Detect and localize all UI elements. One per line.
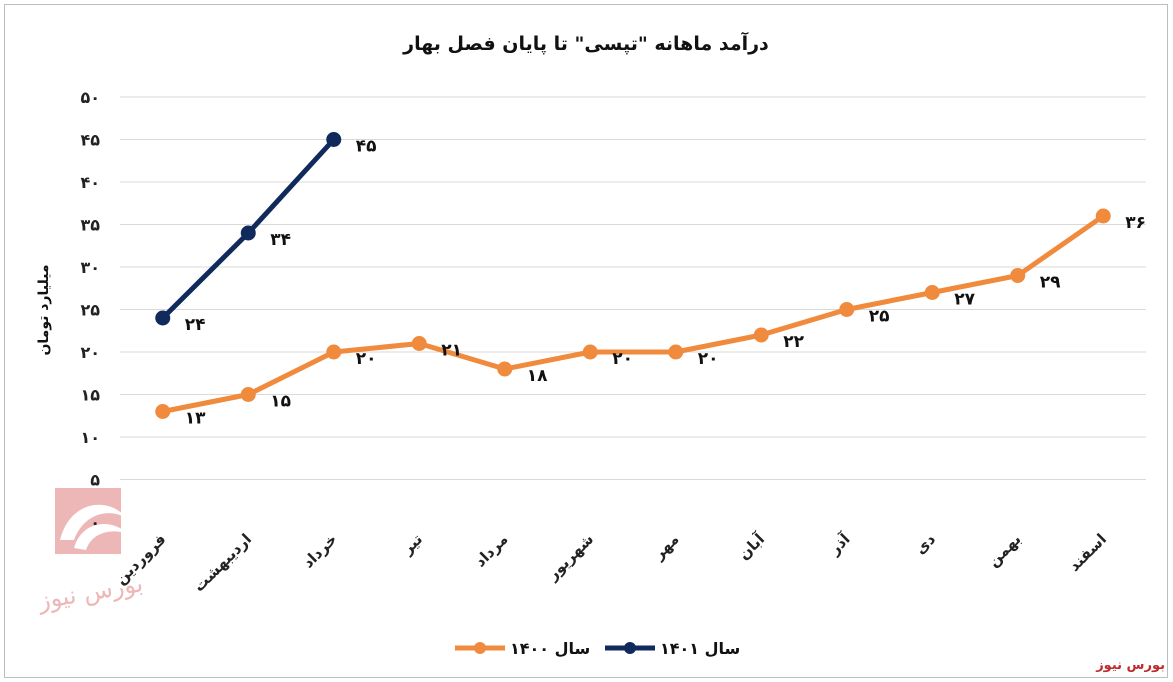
series-line-1 xyxy=(160,213,1106,414)
data-point xyxy=(240,225,256,241)
data-label: ۲۱ xyxy=(441,341,462,361)
y-tick-label: ۲۰ xyxy=(80,343,100,362)
data-label: ۱۳ xyxy=(185,409,206,429)
y-tick-label: ۰ xyxy=(90,513,100,532)
data-label: ۲۰ xyxy=(612,349,633,369)
x-tick-label: دی xyxy=(911,530,939,558)
data-label: ۴۵ xyxy=(356,137,377,157)
credit-text: بورس نیوز xyxy=(1095,658,1165,673)
data-label: ۲۰ xyxy=(356,349,377,369)
x-tick-label: اردیبهشت xyxy=(190,530,255,595)
data-label: ۳۴ xyxy=(270,230,291,250)
data-point xyxy=(326,132,342,147)
data-label: ۲۲ xyxy=(783,332,804,352)
legend-label: سال ۱۴۰۰ xyxy=(510,639,590,658)
data-label: ۳۶ xyxy=(1125,213,1146,233)
data-point xyxy=(1095,208,1111,224)
x-tick-label: آذر xyxy=(825,530,854,559)
x-tick-label: تیر xyxy=(398,530,426,558)
watermark-logo: بورس نیوز xyxy=(35,488,145,615)
data-label: ۲۹ xyxy=(1040,273,1061,293)
y-axis-label: میلیارد تومان xyxy=(36,264,52,355)
data-point xyxy=(155,404,171,419)
legend-marker xyxy=(624,642,636,654)
chart-frame xyxy=(4,4,1168,678)
data-label: ۲۴ xyxy=(185,315,206,335)
data-point xyxy=(411,336,427,351)
x-tick-label: آبان xyxy=(735,530,769,564)
data-point xyxy=(839,302,855,317)
data-point xyxy=(753,327,769,343)
data-label: ۲۵ xyxy=(869,307,890,327)
y-tick-label: ۵ xyxy=(90,471,100,490)
data-label: ۲۰ xyxy=(698,349,719,369)
data-label: ۱۸ xyxy=(527,366,548,386)
chart-title: درآمد ماهانه "تپسی" تا پایان فصل بهار xyxy=(402,31,769,55)
y-tick-label: ۱۰ xyxy=(80,428,100,447)
data-point xyxy=(1010,268,1026,283)
data-point xyxy=(326,344,342,360)
x-tick-label: اسفند xyxy=(1065,530,1110,575)
y-tick-label: ۴۰ xyxy=(80,173,100,192)
legend: سال ۱۴۰۱ سال ۱۴۰۰ xyxy=(455,639,740,658)
x-tick-label: مهر xyxy=(649,530,683,564)
x-tick-label: خرداد xyxy=(299,530,340,571)
data-point xyxy=(582,344,598,360)
y-tick-label: ۳۵ xyxy=(80,216,100,235)
data-label: ۱۵ xyxy=(270,392,291,412)
data-point xyxy=(497,361,513,377)
y-tick-label: ۱۵ xyxy=(80,386,100,405)
data-point xyxy=(924,285,940,300)
x-tick-label: مرداد xyxy=(471,530,511,570)
x-tick-label: شهریور xyxy=(543,530,597,584)
legend-label: سال ۱۴۰۱ xyxy=(660,639,740,658)
y-tick-label: ۵۰ xyxy=(80,88,100,107)
data-point xyxy=(240,387,256,402)
data-point xyxy=(668,344,684,360)
x-tick-label: بهمن xyxy=(984,530,1024,570)
data-label: ۲۷ xyxy=(954,290,975,310)
legend-marker xyxy=(474,642,486,654)
y-tick-label: ۴۵ xyxy=(80,131,100,150)
y-tick-label: ۲۵ xyxy=(80,301,100,320)
data-point xyxy=(155,310,171,326)
y-tick-label: ۳۰ xyxy=(80,258,100,277)
